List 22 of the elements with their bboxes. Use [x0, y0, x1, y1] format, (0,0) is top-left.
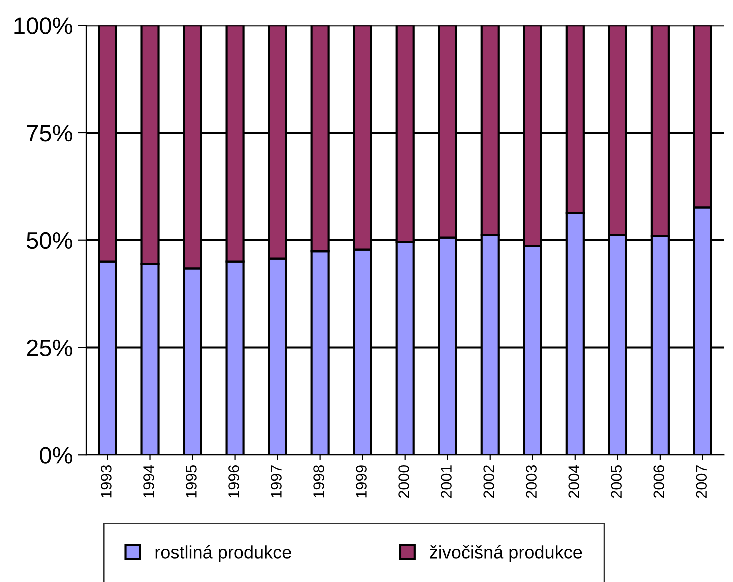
x-tick-label: 2004 [568, 465, 580, 498]
x-tick-label: 1994 [144, 465, 154, 498]
y-tick-label: 0% [40, 447, 72, 464]
x-tick-label: 1996 [228, 466, 240, 498]
x-tick-label: 2003 [526, 466, 537, 498]
x-tick-label: 1993 [101, 466, 112, 498]
legend-label: živočišná produkce [430, 545, 582, 562]
x-tick-label: 2002 [484, 466, 494, 498]
y-tick-label: 75% [27, 125, 72, 142]
x-tick-label: 2001 [441, 466, 452, 498]
y-tick-label: 100% [14, 18, 72, 34]
y-tick-label: 50% [26, 232, 72, 250]
x-tick-label: 1997 [271, 466, 282, 498]
y-tick-label: 25% [27, 340, 72, 357]
x-tick-label: 1999 [356, 466, 367, 498]
x-tick-label: 1995 [186, 465, 197, 498]
x-tick-label: 2006 [654, 466, 665, 498]
x-tick-label: 2005 [611, 465, 622, 498]
legend-label: rostliná produkce [156, 545, 292, 562]
x-tick-label: 2007 [696, 466, 708, 498]
x-tick-label: 1998 [314, 466, 324, 498]
x-tick-label: 2000 [398, 465, 410, 498]
